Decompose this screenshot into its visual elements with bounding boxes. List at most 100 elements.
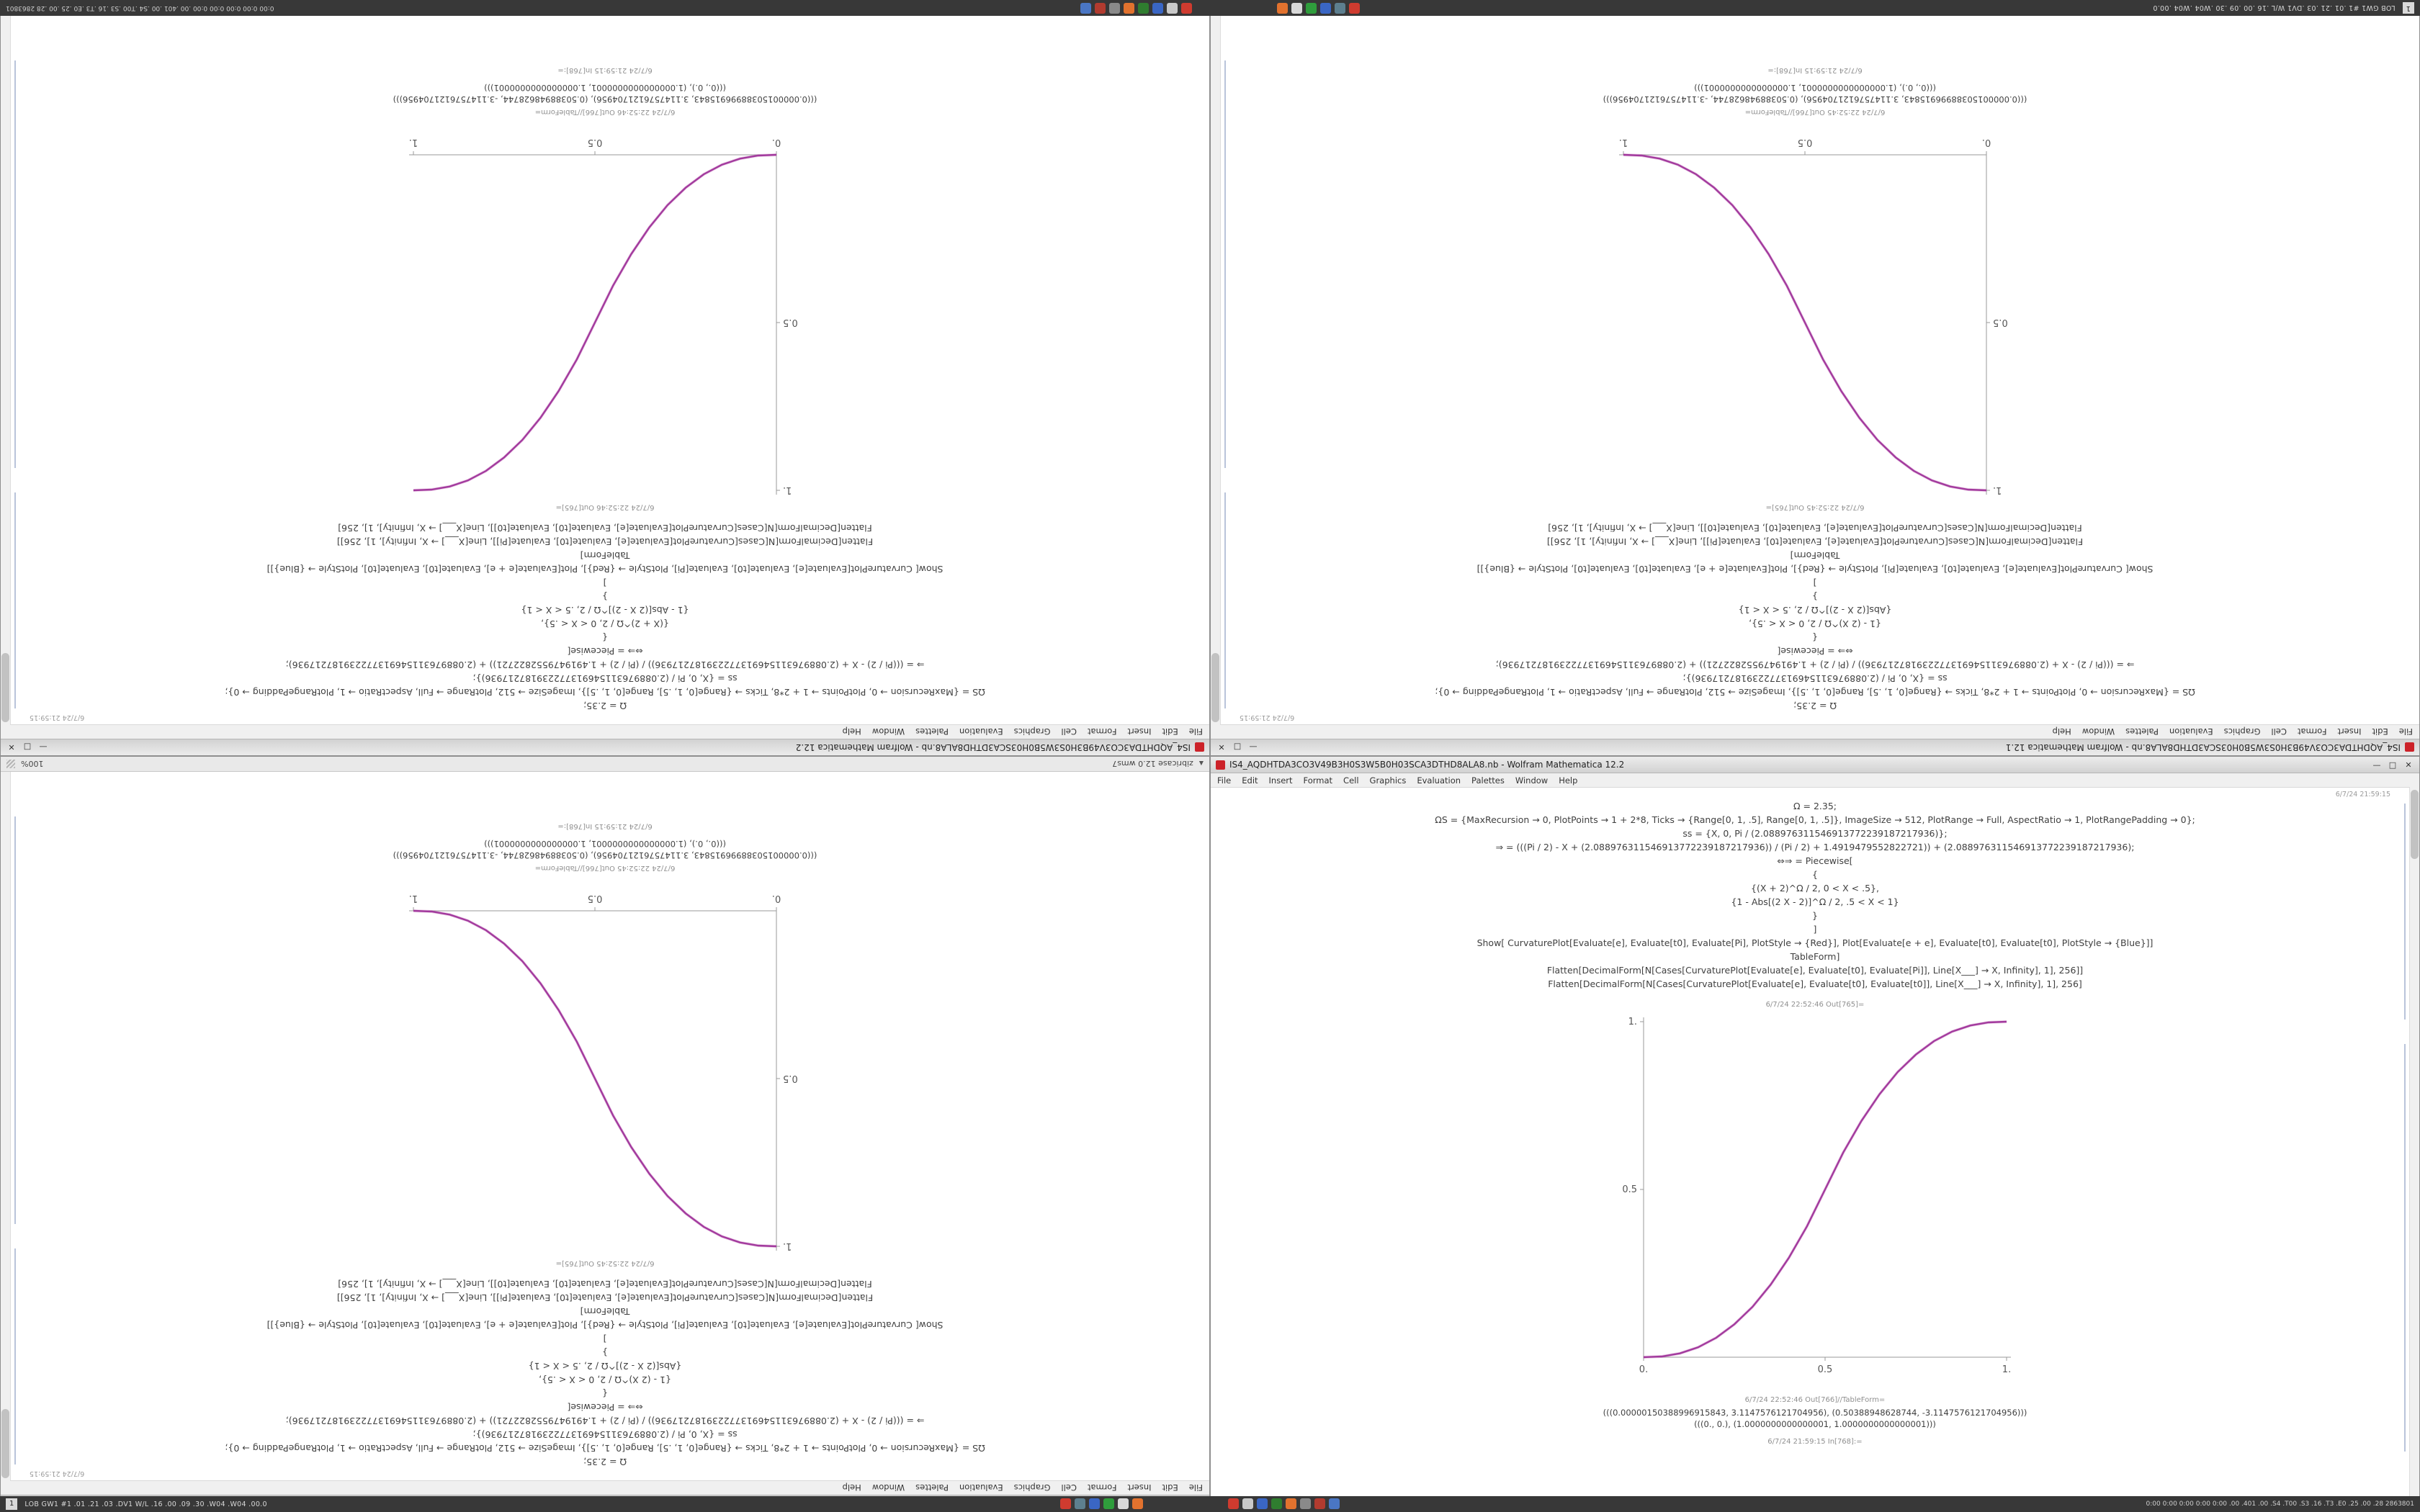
taskbar-app-icon[interactable] <box>1277 3 1288 14</box>
taskbar-app-icon[interactable] <box>1109 3 1120 14</box>
input-code-line[interactable]: Flatten[DecimalForm[N[Cases[CurvaturePlo… <box>1546 536 2084 547</box>
workspace-indicator[interactable]: 1 <box>2402 2 2414 14</box>
input-code-line[interactable]: ΩS = {MaxRecursion → 0, PlotPoints → 1 +… <box>1435 814 2195 825</box>
input-code-line[interactable]: Ω = 2.35; <box>583 1457 627 1467</box>
cell-bracket[interactable] <box>14 816 16 1224</box>
input-code-line[interactable]: TableForm] <box>580 550 630 561</box>
close-button[interactable]: ✕ <box>8 742 15 752</box>
window-titlebar[interactable]: IS4_AQDHTDA3CO3V49B3H0S3W5B0H03SCA3DTHD8… <box>1 739 1209 755</box>
cell-bracket[interactable] <box>2404 1044 2406 1452</box>
input-code-line[interactable]: ⇒ = (((Pi / 2) - X + (2.0889763115469137… <box>285 660 925 670</box>
menu-item[interactable]: Window <box>871 1482 905 1493</box>
menu-item[interactable]: Cell <box>2271 726 2287 737</box>
input-code-line[interactable]: } <box>602 591 608 602</box>
minimize-button[interactable]: — <box>2372 760 2381 770</box>
scrollbar[interactable] <box>1 772 11 1481</box>
input-code-line[interactable]: ss = {X, 0, Pi / (2.08897631154691377223… <box>472 673 738 684</box>
minimize-button[interactable]: — <box>39 742 48 752</box>
input-code-line[interactable]: ⇒ = (((Pi / 2) - X + (2.0889763115469137… <box>1495 842 2135 852</box>
input-code-line[interactable]: { <box>1812 869 1818 880</box>
menu-item[interactable]: Palettes <box>1471 775 1505 786</box>
input-code-line[interactable]: Show[ CurvaturePlot[Evaluate[e], Evaluat… <box>1476 937 2154 948</box>
taskbar-app-icon[interactable] <box>1329 1498 1340 1509</box>
input-code-line[interactable]: ] <box>603 577 607 588</box>
resize-grip[interactable] <box>6 760 15 768</box>
menu-item[interactable]: Format <box>1087 1482 1117 1493</box>
menu-item[interactable]: Edit <box>1242 775 1258 786</box>
taskbar-app-icon[interactable] <box>1300 1498 1311 1509</box>
input-code-line[interactable]: } <box>602 1347 608 1358</box>
menu-item[interactable]: File <box>2398 726 2413 737</box>
input-code-line[interactable]: Flatten[DecimalForm[N[Cases[CurvaturePlo… <box>336 1292 874 1303</box>
menu-item[interactable]: Window <box>871 726 905 737</box>
taskbar-app-icon[interactable] <box>1124 3 1134 14</box>
input-code-line[interactable]: {1 - (2 X)^Ω / 2, 0 < X < .5}, <box>539 1374 671 1385</box>
taskbar-app-icon[interactable] <box>1089 1498 1100 1509</box>
cell-bracket[interactable] <box>1224 60 1226 468</box>
input-code-line[interactable]: { <box>1812 632 1818 643</box>
taskbar-app-icon[interactable] <box>1167 3 1178 14</box>
input-code-line[interactable]: Flatten[DecimalForm[N[Cases[CurvaturePlo… <box>338 1279 872 1290</box>
input-code-line[interactable]: { <box>602 1388 608 1399</box>
input-code-line[interactable]: {Abs[(2 X - 2)]^Ω / 2, .5 < X < 1} <box>1738 605 1892 616</box>
menu-item[interactable]: Help <box>842 1482 861 1493</box>
taskbar-app-icon[interactable] <box>1291 3 1302 14</box>
input-code-line[interactable]: ⇒ = (((Pi / 2) - X + (2.0889763115469137… <box>285 1416 925 1426</box>
input-code-line[interactable]: Ω = 2.35; <box>583 701 627 711</box>
input-code-line[interactable]: {1 - Abs[(2 X - 2)]^Ω / 2, .5 < X < 1} <box>521 605 689 616</box>
taskbar-app-icon[interactable] <box>1132 1498 1143 1509</box>
input-code-line[interactable]: Ω = 2.35; <box>1793 801 1837 811</box>
input-code-line[interactable]: Flatten[DecimalForm[N[Cases[CurvaturePlo… <box>336 536 874 547</box>
input-code-line[interactable]: Flatten[DecimalForm[N[Cases[CurvaturePlo… <box>338 523 872 534</box>
taskbar-app-icon[interactable] <box>1320 3 1331 14</box>
menu-item[interactable]: Graphics <box>1369 775 1407 786</box>
input-code-line[interactable]: Show[ CurvaturePlot[Evaluate[e], Evaluat… <box>1476 564 2154 575</box>
menu-item[interactable]: Evaluation <box>2169 726 2213 737</box>
cell-bracket[interactable] <box>14 492 16 708</box>
menu-item[interactable]: File <box>1188 726 1203 737</box>
notebook-content[interactable]: 6/7/24 21:59:15 Ω = 2.35; ΩS = {MaxRecurs… <box>1211 788 2419 1496</box>
menu-item[interactable]: Palettes <box>2125 726 2159 737</box>
taskbar-app-icon[interactable] <box>1242 1498 1253 1509</box>
taskbar-app-icon[interactable] <box>1314 1498 1325 1509</box>
taskbar-app-icon[interactable] <box>1103 1498 1114 1509</box>
input-code-line[interactable]: ⇔⇒ = Piecewise[ <box>1777 855 1853 866</box>
cell-bracket[interactable] <box>14 60 16 468</box>
input-code-line[interactable]: ΩS = {MaxRecursion → 0, PlotPoints → 1 +… <box>225 687 985 698</box>
input-code-line[interactable]: TableForm] <box>1790 951 1840 962</box>
menu-item[interactable]: Format <box>1303 775 1333 786</box>
menu-item[interactable]: File <box>1188 1482 1203 1493</box>
taskbar-app-icon[interactable] <box>1060 1498 1071 1509</box>
input-code-line[interactable]: ⇔⇒ = Piecewise[ <box>1777 646 1853 657</box>
input-code-line[interactable]: Show[ CurvaturePlot[Evaluate[e], Evaluat… <box>266 1320 944 1331</box>
menu-item[interactable]: Help <box>2052 726 2071 737</box>
input-code-line[interactable]: ⇔⇒ = Piecewise[ <box>567 1402 643 1413</box>
maximize-button[interactable]: □ <box>2388 760 2397 770</box>
menu-item[interactable]: Window <box>2081 726 2115 737</box>
input-code-line[interactable]: ⇔⇒ = Piecewise[ <box>567 646 643 657</box>
input-code-line[interactable]: ⇒ = (((Pi / 2) - X + (2.0889763115469137… <box>1495 660 2135 670</box>
close-button[interactable]: ✕ <box>2405 760 2412 770</box>
menu-item[interactable]: Evaluation <box>959 726 1003 737</box>
taskbar-app-icon[interactable] <box>1181 3 1192 14</box>
scrollbar[interactable] <box>1 16 11 725</box>
input-code-line[interactable]: {(X + 2)^Ω / 2, 0 < X < .5}, <box>541 618 669 629</box>
taskbar-app-icon[interactable] <box>1118 1498 1129 1509</box>
input-code-line[interactable]: ss = {X, 0, Pi / (2.08897631154691377223… <box>1682 673 1948 684</box>
input-code-line[interactable]: { <box>602 632 608 643</box>
menu-item[interactable]: Graphics <box>1013 726 1051 737</box>
input-code-line[interactable]: Flatten[DecimalForm[N[Cases[CurvaturePlo… <box>1548 523 2082 534</box>
taskbar-app-icon[interactable] <box>1257 1498 1268 1509</box>
maximize-button[interactable]: □ <box>23 742 32 752</box>
scrollbar-thumb[interactable] <box>2411 790 2419 859</box>
cell-bracket[interactable] <box>14 1248 16 1464</box>
scrollbar-thumb[interactable] <box>1211 653 1219 722</box>
taskbar-app-icon[interactable] <box>1095 3 1106 14</box>
notebook-content[interactable]: 6/7/24 21:59:15 Ω = 2.35; ΩS = {MaxRecurs… <box>1 772 1209 1480</box>
input-code-line[interactable]: ss = {X, 0, Pi / (2.08897631154691377223… <box>472 1429 738 1440</box>
taskbar-app-icon[interactable] <box>1138 3 1149 14</box>
scrollbar[interactable] <box>1211 16 1221 725</box>
taskbar-app-icon[interactable] <box>1228 1498 1239 1509</box>
menu-item[interactable]: Palettes <box>915 1482 949 1493</box>
menu-item[interactable]: Edit <box>1162 1482 1178 1493</box>
